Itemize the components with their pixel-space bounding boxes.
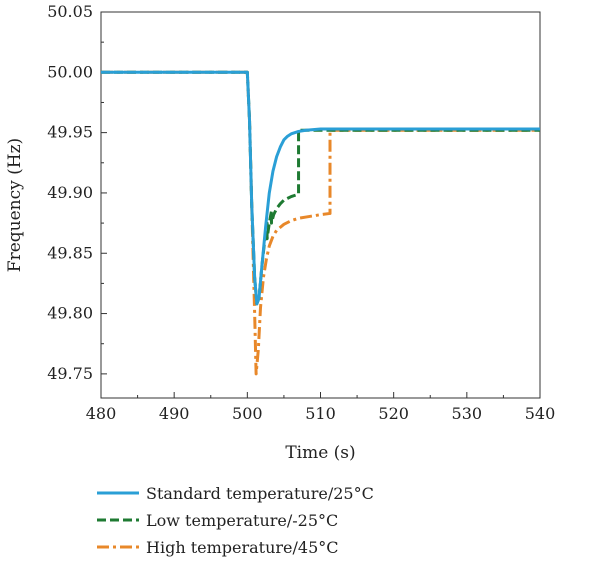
- x-tick-label: 540: [525, 404, 556, 423]
- y-tick-label: 49.75: [47, 364, 93, 383]
- y-tick-label: 49.90: [47, 183, 93, 202]
- x-tick-label: 510: [305, 404, 336, 423]
- x-tick-label: 530: [452, 404, 483, 423]
- y-tick-label: 50.00: [47, 62, 93, 81]
- x-tick-label: 500: [232, 404, 263, 423]
- legend-label-1: Standard temperature/25°C: [146, 484, 374, 503]
- y-tick-label: 49.95: [47, 123, 93, 142]
- y-axis-title: Frequency (Hz): [5, 138, 25, 272]
- series-line-2: [101, 70, 540, 306]
- y-tick-label: 50.05: [47, 2, 93, 21]
- series-line-3: [101, 70, 540, 376]
- series-line-1: [101, 70, 540, 306]
- y-tick-label: 49.80: [47, 304, 93, 323]
- x-axis-title: Time (s): [285, 443, 355, 463]
- x-tick-label: 490: [159, 404, 190, 423]
- x-tick-label: 520: [378, 404, 409, 423]
- series-lines: [101, 70, 540, 376]
- y-tick-label: 49.85: [47, 243, 93, 262]
- plot-frame: [100, 11, 541, 399]
- legend-label-3: High temperature/45°C: [146, 538, 339, 557]
- x-tick-label: 480: [86, 404, 117, 423]
- legend-label-2: Low temperature/-25°C: [146, 511, 338, 530]
- axis-ticks: 480 490 500 510 520 530 540 49.75 49.80 49.85 49.9…: [47, 2, 555, 423]
- legend: Standard temperature/25°C Low temperature…: [97, 484, 374, 557]
